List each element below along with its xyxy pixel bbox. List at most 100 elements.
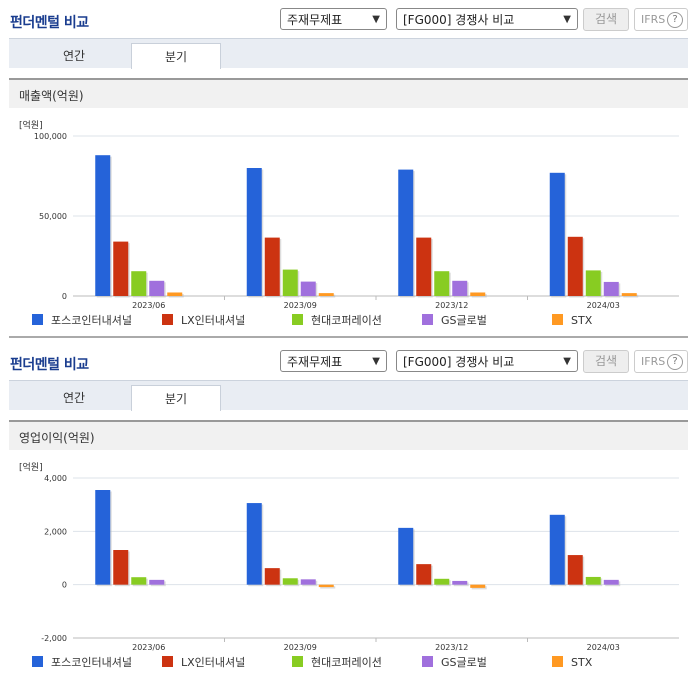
bar <box>621 293 637 296</box>
chart-title-bar: 매출액(억원) <box>9 78 688 108</box>
bar <box>318 584 334 588</box>
legend-swatch <box>422 314 433 325</box>
legend-item[interactable]: 현대코퍼레이션 <box>292 314 382 330</box>
chevron-down-icon: ▼ <box>563 14 571 25</box>
legend-item[interactable]: LX인터내셔널 <box>162 314 245 330</box>
y-tick-label: 50,000 <box>39 212 67 221</box>
legend-item[interactable]: 현대코퍼레이션 <box>292 656 382 672</box>
legend-label: GS글로벌 <box>441 314 487 327</box>
chart-legend: 포스코인터내셔널 LX인터내셔널 현대코퍼레이션 GS글로벌 STX <box>0 314 696 330</box>
x-tick-label: 2024/03 <box>587 643 620 652</box>
chevron-down-icon: ▼ <box>372 356 380 367</box>
tab-quarterly[interactable]: 분기 <box>131 385 221 411</box>
legend-item[interactable]: STX <box>552 656 592 672</box>
legend-label: 포스코인터내셔널 <box>51 656 132 669</box>
legend-label: 현대코퍼레이션 <box>311 656 382 669</box>
legend-label: GS글로벌 <box>441 656 487 669</box>
chart-legend: 포스코인터내셔널 LX인터내셔널 현대코퍼레이션 GS글로벌 STX <box>0 656 696 672</box>
legend-label: STX <box>571 656 593 669</box>
period-tabs: 연간 분기 <box>9 38 688 69</box>
bar <box>282 269 298 296</box>
x-tick-label: 2023/12 <box>435 643 468 652</box>
bar <box>131 271 147 296</box>
legend-label: LX인터내셔널 <box>181 656 246 669</box>
search-button[interactable]: 검색 <box>583 8 629 31</box>
statement-select[interactable]: 주재무제표 ▼ <box>280 8 387 30</box>
period-tabs: 연간 분기 <box>9 380 688 411</box>
tab-quarterly[interactable]: 분기 <box>131 43 221 69</box>
panel-title: 펀더멘털 비교 <box>10 15 89 31</box>
chart-title-bar: 영업이익(억원) <box>9 420 688 450</box>
bar-shadow <box>320 294 336 298</box>
bar <box>398 169 414 296</box>
bar <box>149 579 165 585</box>
bar <box>603 579 619 585</box>
legend-item[interactable]: GS글로벌 <box>422 656 487 672</box>
bar <box>282 578 298 585</box>
legend-item[interactable]: LX인터내셔널 <box>162 656 245 672</box>
legend-item[interactable]: 포스코인터내셔널 <box>32 656 132 672</box>
y-tick-label: 4,000 <box>44 474 67 483</box>
chevron-down-icon: ▼ <box>372 14 380 25</box>
legend-swatch <box>552 314 563 325</box>
bar <box>452 580 468 585</box>
peer-group-select[interactable]: [FG000] 경쟁사 비교 ▼ <box>396 8 578 30</box>
legend-swatch <box>162 314 173 325</box>
legend-swatch <box>292 314 303 325</box>
x-tick-label: 2023/12 <box>435 301 468 310</box>
legend-item[interactable]: STX <box>552 314 592 330</box>
ifrs-button[interactable]: IFRS ? <box>634 8 688 31</box>
x-tick-label: 2023/09 <box>284 643 317 652</box>
legend-swatch <box>292 656 303 667</box>
unit-label: [억원] <box>19 463 43 473</box>
peer-group-select-value: [FG000] 경쟁사 비교 <box>403 13 515 27</box>
tab-annual[interactable]: 연간 <box>62 391 86 405</box>
bar <box>300 281 316 296</box>
bar <box>549 514 565 585</box>
panel-header: 펀더멘털 비교 주재무제표 ▼ [FG000] 경쟁사 비교 ▼ 검색 IFRS… <box>0 342 696 380</box>
bar <box>264 568 280 585</box>
peer-group-select[interactable]: [FG000] 경쟁사 비교 ▼ <box>396 350 578 372</box>
y-tick-label: 0 <box>62 581 67 590</box>
y-tick-label: -2,000 <box>41 634 67 643</box>
bar <box>149 280 165 296</box>
bar <box>300 579 316 585</box>
unit-label: [억원] <box>19 121 43 131</box>
peer-group-select-value: [FG000] 경쟁사 비교 <box>403 355 515 369</box>
bar <box>470 584 486 588</box>
bar <box>416 564 432 585</box>
statement-select[interactable]: 주재무제표 ▼ <box>280 350 387 372</box>
help-icon[interactable]: ? <box>667 12 683 28</box>
bar <box>470 292 486 296</box>
bar <box>95 490 111 585</box>
bar <box>434 578 450 585</box>
legend-label: 현대코퍼레이션 <box>311 314 382 327</box>
bar <box>549 172 565 296</box>
legend-item[interactable]: GS글로벌 <box>422 314 487 330</box>
bar <box>318 293 334 296</box>
bar <box>567 555 583 585</box>
y-tick-label: 2,000 <box>44 527 67 536</box>
chart-title: 영업이익(억원) <box>19 431 95 445</box>
tab-annual[interactable]: 연간 <box>62 49 86 63</box>
fundamental-panel-1: 펀더멘털 비교 주재무제표 ▼ [FG000] 경쟁사 비교 ▼ 검색 IFRS… <box>0 0 696 340</box>
statement-select-value: 주재무제표 <box>287 355 343 369</box>
bar <box>167 292 183 296</box>
bar-shadow <box>320 586 336 589</box>
panel-header: 펀더멘털 비교 주재무제표 ▼ [FG000] 경쟁사 비교 ▼ 검색 IFRS… <box>0 0 696 38</box>
legend-label: LX인터내셔널 <box>181 314 246 327</box>
legend-label: 포스코인터내셔널 <box>51 314 132 327</box>
search-button[interactable]: 검색 <box>583 350 629 373</box>
legend-swatch <box>32 656 43 667</box>
legend-swatch <box>552 656 563 667</box>
bar <box>603 281 619 296</box>
legend-item[interactable]: 포스코인터내셔널 <box>32 314 132 330</box>
bar <box>416 237 432 296</box>
ifrs-button[interactable]: IFRS ? <box>634 350 688 373</box>
ifrs-label: IFRS <box>641 355 666 368</box>
bar <box>434 271 450 296</box>
x-tick-label: 2023/06 <box>132 301 165 310</box>
help-icon[interactable]: ? <box>667 354 683 370</box>
x-tick-label: 2023/06 <box>132 643 165 652</box>
chart-title: 매출액(억원) <box>19 89 84 103</box>
